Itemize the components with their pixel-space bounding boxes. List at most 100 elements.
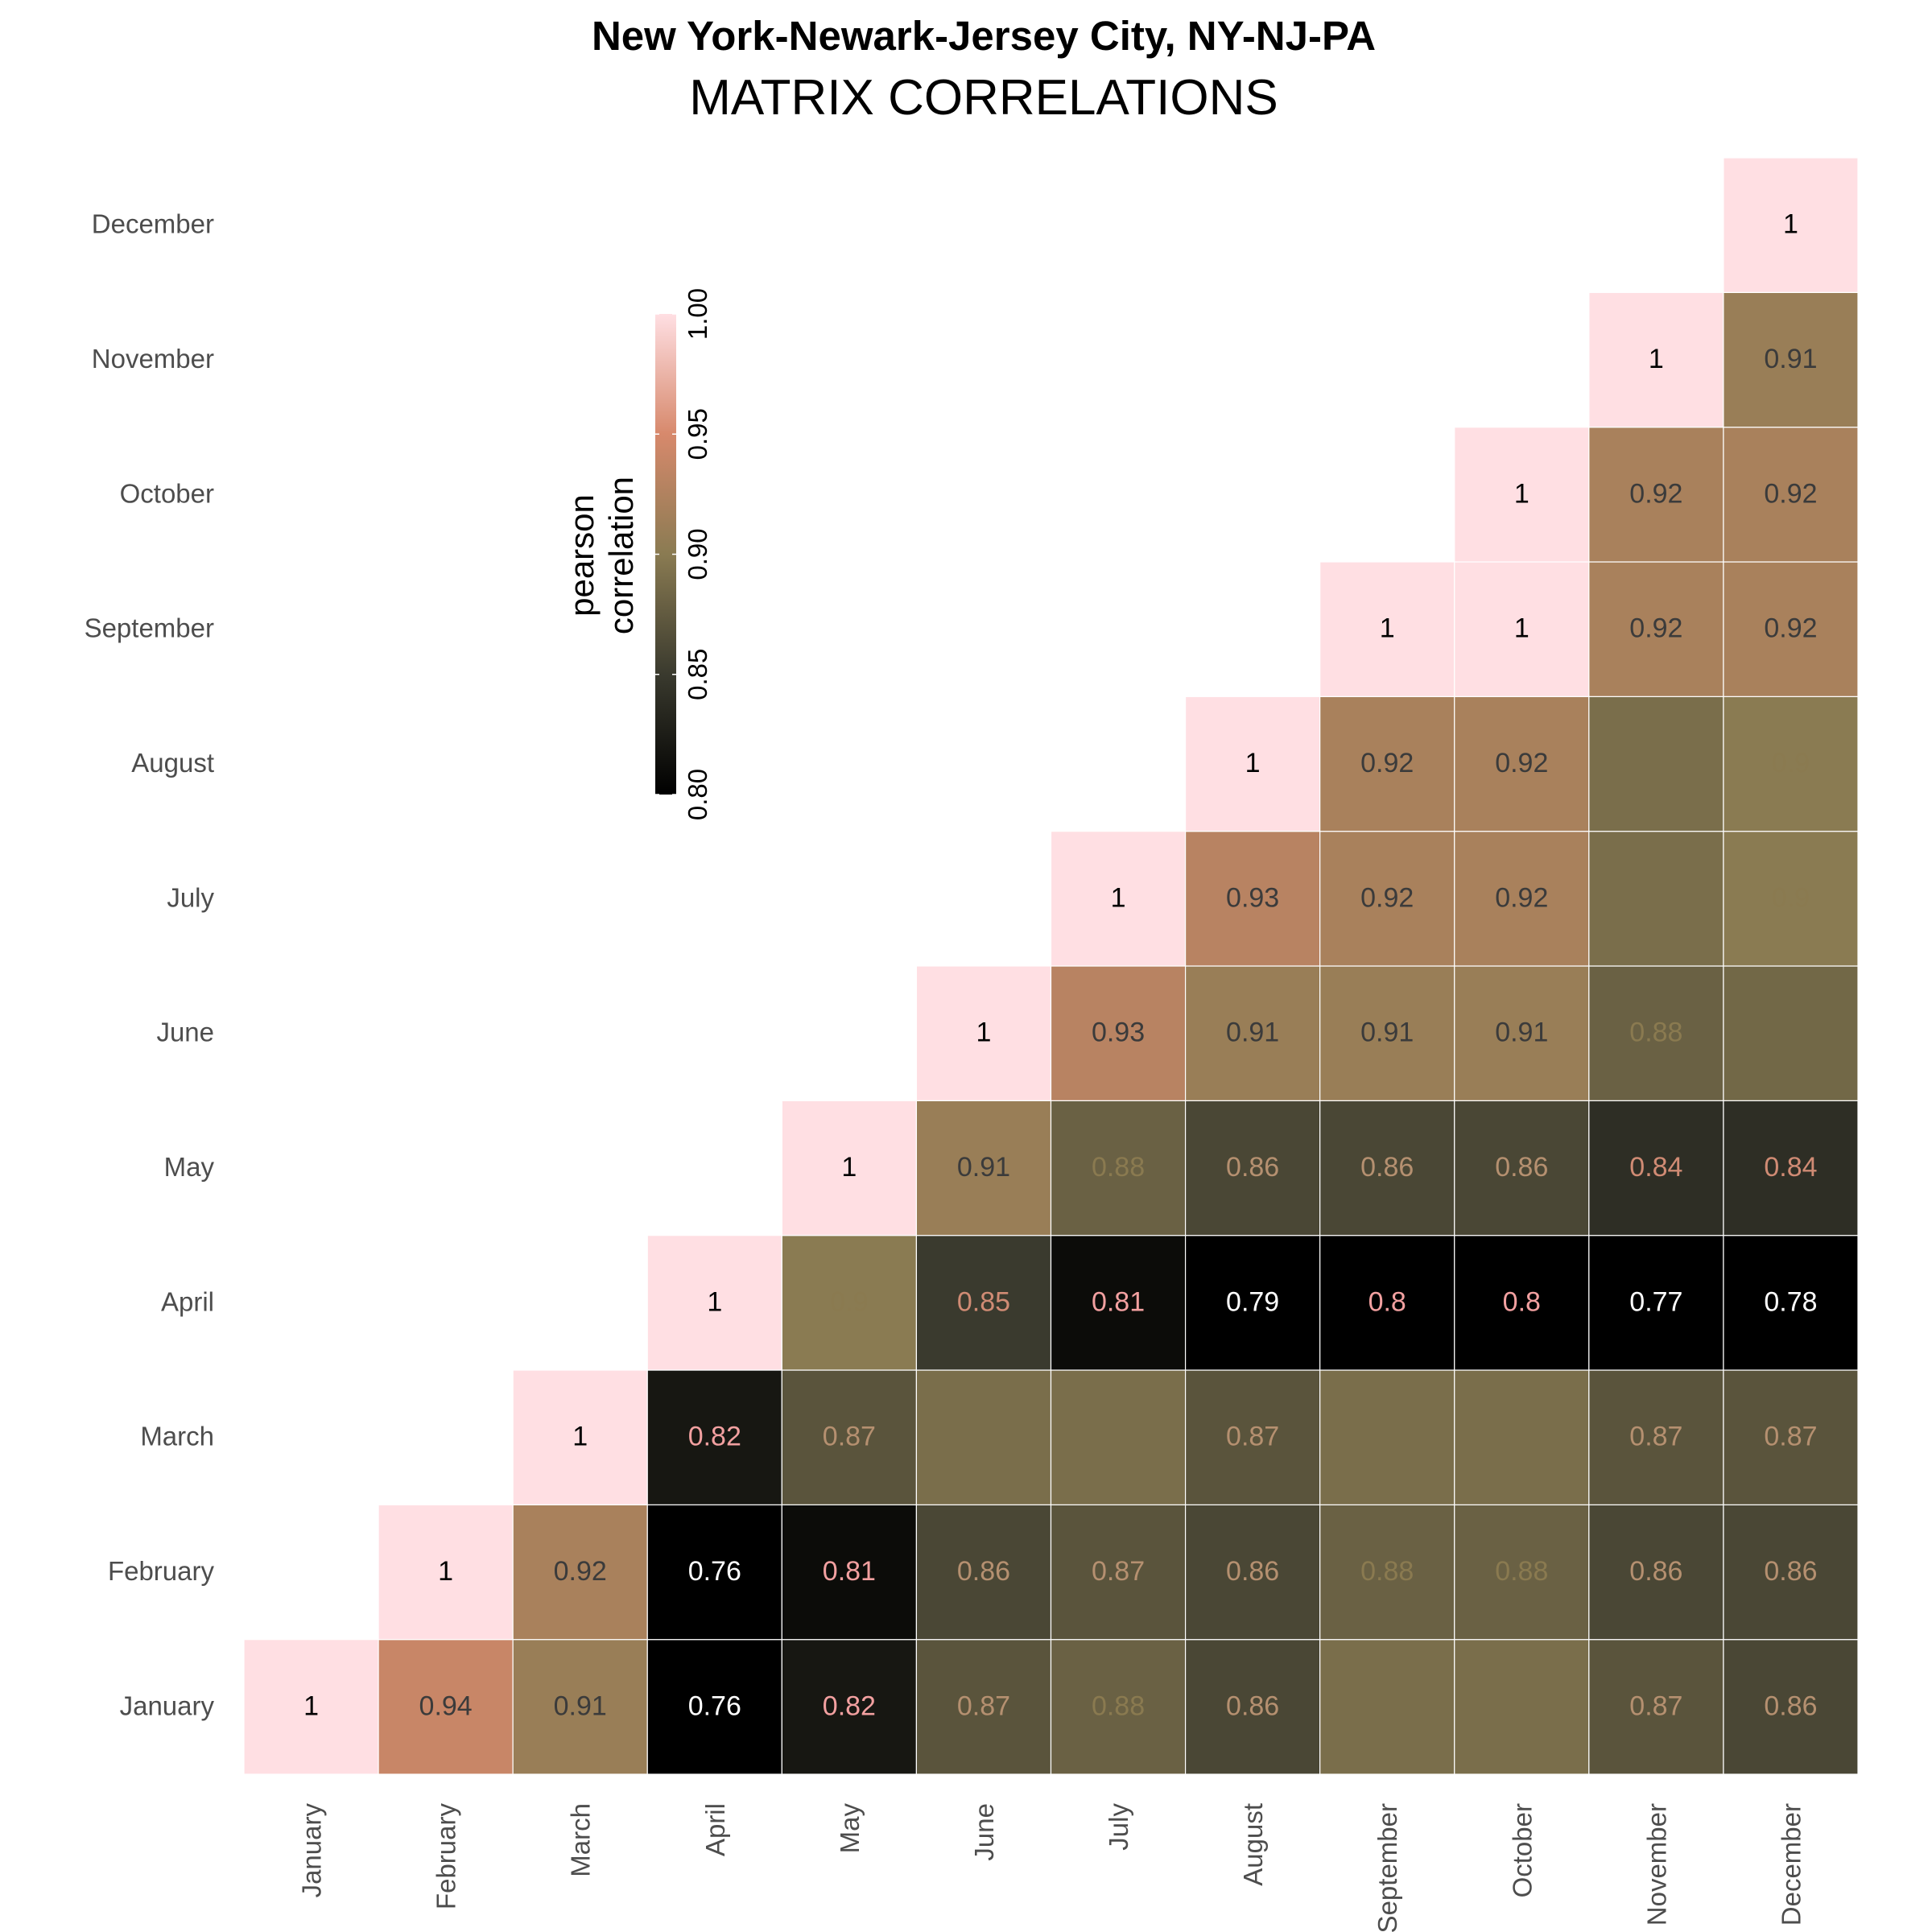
heatmap-cell-december-november: [1723, 291, 1859, 428]
cell-value-label: 1: [1380, 613, 1395, 644]
cell-value-label: 0.92: [1764, 613, 1817, 644]
x-tick-label: May: [835, 1803, 865, 1854]
heatmap-cell-september-february: [1319, 1504, 1455, 1641]
cell-value-label: 0.87: [1092, 1556, 1145, 1587]
cell-value-label: 0.78: [1764, 1286, 1817, 1317]
cell-value-label: 0.86: [1226, 1556, 1279, 1587]
cell-value-label: 0.92: [1495, 748, 1548, 778]
heatmap-cell-october-february: [1454, 1504, 1590, 1641]
heatmap-cell-september-september: [1319, 561, 1455, 697]
cell-value-label: 1: [1245, 748, 1261, 778]
heatmap-cell-april-april: [646, 1235, 782, 1371]
y-tick-label: July: [167, 882, 214, 912]
heatmap-cell-december-january: [1723, 1639, 1859, 1775]
heatmap-cell-november-april: [1588, 1235, 1724, 1371]
heatmap-cell-june-march: [915, 1369, 1052, 1505]
heatmap-cell-september-january: [1319, 1639, 1455, 1775]
heatmap-cells: [243, 157, 1859, 1775]
cell-value-label: 0.87: [957, 1690, 1010, 1721]
cell-value-label: 0.91: [554, 1690, 607, 1721]
cell-value-label: 0.93: [1092, 1018, 1145, 1048]
heatmap-cell-august-march: [1184, 1369, 1321, 1505]
x-tick-label: December: [1776, 1803, 1806, 1926]
heatmap-cell-november-july: [1588, 831, 1724, 967]
heatmap-cell-september-march: [1319, 1369, 1455, 1505]
cell-value-label: 0.91: [1764, 344, 1817, 374]
heatmap-cell-december-september: [1723, 561, 1859, 697]
heatmap-cell-october-april: [1454, 1235, 1590, 1371]
cell-value-label: 0.87: [1629, 1690, 1682, 1721]
heatmap-cell-october-september: [1454, 561, 1590, 697]
cell-value-label: 0.86: [1495, 1152, 1548, 1183]
cell-value-label: 0.86: [957, 1556, 1010, 1587]
heatmap-cell-february-january: [378, 1639, 514, 1775]
cell-value-label: 0.9: [1772, 748, 1810, 778]
heatmap-cell-july-march: [1050, 1369, 1187, 1505]
cell-value-label: 0.92: [1764, 478, 1817, 509]
chart-title: New York-Newark-Jersey City, NY-NJ-PA: [592, 13, 1376, 59]
heatmap-cell-october-august: [1454, 696, 1590, 832]
heatmap-cell-october-july: [1454, 831, 1590, 967]
cell-value-label: 0.77: [1629, 1286, 1682, 1317]
cell-value-label: 1: [707, 1286, 722, 1317]
legend-tick-label: 1.00: [683, 288, 712, 340]
x-tick-label: February: [431, 1803, 461, 1910]
heatmap-cell-december-december: [1723, 157, 1859, 293]
cell-value-label: 0.92: [1495, 882, 1548, 913]
cell-value-label: 0.91: [1360, 1018, 1414, 1048]
heatmap-cell-december-february: [1723, 1504, 1859, 1641]
cell-value-label: 0.92: [1360, 882, 1414, 913]
y-tick-label: April: [161, 1286, 214, 1316]
y-tick-label: January: [120, 1690, 215, 1720]
cell-value-label: 0.88: [1495, 1556, 1548, 1587]
cell-value-label: 0.92: [554, 1556, 607, 1587]
heatmap-cell-december-april: [1723, 1235, 1859, 1371]
cell-value-label: 1: [1514, 613, 1530, 644]
y-tick-label: September: [85, 613, 214, 643]
cell-value-label: 0.86: [1226, 1152, 1279, 1183]
heatmap-cell-august-february: [1184, 1504, 1321, 1641]
legend-title-line: pearson: [563, 494, 601, 617]
y-tick-label: June: [156, 1018, 214, 1047]
cell-value-label: 1: [841, 1152, 857, 1183]
heatmap-cell-december-june: [1723, 965, 1859, 1101]
cell-value-label: 0.92: [1360, 748, 1414, 778]
heatmap-cell-january-january: [243, 1639, 379, 1775]
cell-value-label: 0.9: [1772, 882, 1810, 913]
x-tick-label: August: [1238, 1803, 1268, 1886]
color-legend: 0.80 0.85 0.90 0.95 1.00 pearson correlation: [563, 288, 712, 820]
cell-value-label: 1: [1111, 882, 1126, 913]
cell-value-label: 1: [976, 1018, 991, 1048]
y-tick-label: October: [120, 478, 214, 508]
cell-value-label: 0.94: [419, 1690, 473, 1721]
cell-value-label: 0.86: [1764, 1556, 1817, 1587]
heatmap-cell-april-march: [646, 1369, 782, 1505]
y-tick-label: December: [92, 209, 214, 239]
heatmap-cell-september-august: [1319, 696, 1455, 832]
heatmap-cell-december-october: [1723, 427, 1859, 563]
cell-value-label: 0.87: [1764, 1422, 1817, 1452]
x-tick-label: September: [1373, 1803, 1402, 1932]
heatmap-cell-december-may: [1723, 1100, 1859, 1236]
cell-value-label: 0.81: [823, 1556, 876, 1587]
y-tick-label: May: [164, 1152, 215, 1182]
cell-value-label: 0.88: [1360, 1556, 1414, 1587]
cell-value-label: 0.88: [1092, 1690, 1145, 1721]
cell-value-label: 0.87: [1629, 1422, 1682, 1452]
heatmap-cell-august-august: [1184, 696, 1321, 832]
heatmap-cell-march-march: [512, 1369, 648, 1505]
heatmap-cell-july-january: [1050, 1639, 1187, 1775]
y-tick-label: February: [108, 1556, 215, 1586]
heatmap-cell-october-may: [1454, 1100, 1590, 1236]
cell-value-label: 0.92: [1629, 478, 1682, 509]
cell-value-label: 0.76: [688, 1690, 741, 1721]
cell-value-label: 0.86: [1360, 1152, 1414, 1183]
cell-value-label: 1: [1783, 209, 1798, 240]
heatmap-cell-november-september: [1588, 561, 1724, 697]
heatmap-cell-november-november: [1588, 291, 1724, 428]
legend-tick-label: 0.80: [683, 769, 712, 820]
y-tick-label: November: [92, 344, 214, 374]
legend-tick-label: 0.95: [683, 408, 712, 460]
cell-value-label: 0.84: [1764, 1152, 1817, 1183]
heatmap-cell-july-may: [1050, 1100, 1187, 1236]
